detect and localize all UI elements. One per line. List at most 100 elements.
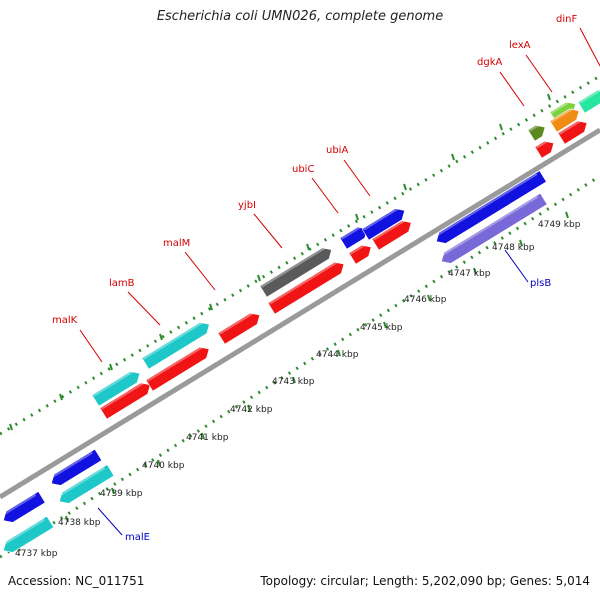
tick-label-4749: 4749 kbp [538,220,581,230]
gene-yjbI-feature-shape [267,261,345,315]
leader-line-malE [97,507,123,536]
gene-plsB-reverse-lavender-shape [441,192,548,264]
guide-tick-mark [427,294,431,302]
gene-dgkA-upper-feature-shape [527,124,546,142]
gene-plsB-reverse-lavender-highlight [439,195,539,258]
gene-left-reverse-blue-shape [3,491,46,523]
gene-ubiC-feature [348,244,372,265]
leader-line-ubiA [343,159,371,197]
genome-summary-text: Topology: circular; Length: 5,202,090 bp… [260,574,590,588]
guide-tick-mark [306,243,310,251]
leader-line-dgkA [499,71,525,107]
gene-lexA-upper-feature-highlight [551,100,571,114]
gene-ubiC-upper-feature-highlight [341,225,362,240]
tick-label-4742: 4742 kbp [230,405,273,415]
gene-ubiA-feature [371,219,412,251]
gene-dinF-upper-feature-shape [577,89,600,114]
tick-label-4739: 4739 kbp [100,489,143,499]
guide-tick-mark [547,93,551,101]
tick-label-4746: 4746 kbp [404,295,447,305]
gene-ubiA-feature-shape [371,220,412,251]
guide-tick-mark [257,274,261,282]
gene-lamB-feature-shape [145,346,210,392]
tick-label-4741: 4741 kbp [186,433,229,443]
gene-ubiC-feature-highlight [350,244,366,255]
gene-lexA-mid-feature-shape [549,108,580,133]
gene-ubiC-feature-shape [348,244,372,265]
gene-left-reverse-cyan [1,515,55,553]
gene-malE-reverse-cyan-highlight [57,467,106,498]
gene-lamB-feature [145,345,210,392]
gene-left-reverse-cyan-highlight [1,518,45,547]
gene-left-reverse-blue-highlight [1,494,37,517]
gene-label-ubiC: ubiC [292,164,314,175]
gene-malK-upper-feature-highlight [93,370,135,397]
accession-text: Accession: NC_011751 [8,574,145,588]
gene-lexA-feature-shape [557,120,588,145]
gene-lamB-upper-feature [141,321,210,370]
gene-dgkA-feature-highlight [536,140,549,149]
gene-yjbI-upper-feature [259,246,332,298]
gene-plsB-reverse-lavender [439,192,548,264]
gene-plsB-reverse-blue [434,170,547,244]
gene-label-lexA: lexA [509,40,531,51]
leader-line-ubiC [311,177,339,214]
dotted-guide-lines [0,74,600,559]
gene-yjbI-upper-feature-highlight [261,246,327,288]
map-title: Escherichia coli UMN026, complete genome [156,9,444,24]
leader-line-plsB [504,249,529,283]
tick-label-4744: 4744 kbp [316,350,359,360]
guide-tick-mark [9,423,13,431]
lower-guide-dots [0,174,600,559]
gene-features [1,88,600,553]
gene-lamB-upper-feature-shape [141,322,210,370]
leader-line-malK [79,329,103,363]
gene-yjbI-upper-feature-shape [259,247,332,298]
gene-yjbI-feature-highlight [269,261,339,305]
gene-malE-reverse-cyan-shape [59,464,115,504]
guide-tick-mark [157,459,161,467]
gene-dgkA-upper-feature-highlight [529,124,540,132]
gene-label-malK: malK [52,315,78,326]
position-tick-labels: 4737 kbp 4738 kbp 4739 kbp 4740 kbp 4741 kbp… [15,220,581,559]
gene-label-dinF: dinF [556,14,577,25]
gene-ubiA-upper-feature-highlight [363,207,400,231]
gene-ubiA-upper-feature-shape [361,208,405,241]
leader-line-malM [184,251,216,291]
guide-tick-mark [355,213,359,221]
gene-plsB-reverse-blue-highlight [434,173,538,238]
leader-line-yjbI [253,213,283,249]
gene-label-yjbI: yjbI [238,200,256,211]
guide-tick-mark [209,303,213,311]
gene-labels: malK lamB malM yjbI ubiC ubiA dgkA lexA dinF malE… [52,14,600,543]
gene-lexA-feature-highlight [559,119,582,135]
genome-backbone [0,127,600,500]
tick-label-4745: 4745 kbp [360,323,403,333]
guide-tick-mark [565,211,569,219]
gene-left-reverse-cyan-shape [3,515,55,553]
guide-tick-mark [159,333,163,341]
gene-dinF-upper-feature [577,88,600,114]
gene-left-reverse-blue [1,491,46,523]
guide-tick-mark [383,321,387,329]
guide-tick-mark [111,487,115,495]
leader-line-lexA [525,54,553,93]
tick-label-4748: 4748 kbp [492,243,535,253]
tick-label-4747: 4747 kbp [448,269,491,279]
gene-malM-feature [217,312,261,345]
tick-label-4737: 4737 kbp [15,549,58,559]
guide-tick-mark [499,123,503,131]
guide-tick-mark [65,515,69,523]
gene-dgkA-upper-feature [527,124,546,142]
gene-malE-reverse-cyan [57,464,115,504]
tick-label-4743: 4743 kbp [272,377,315,387]
gene-dgkA-feature-shape [534,140,555,159]
tick-label-4740: 4740 kbp [142,461,185,471]
backbone-line [0,127,600,500]
tick-label-4738: 4738 kbp [58,518,101,528]
gene-lexA-mid-feature-highlight [551,107,574,123]
gene-plsB-reverse-blue-shape [436,170,547,244]
gene-malE-reverse-blue [49,448,103,486]
gene-lamB-upper-feature-highlight [143,321,204,360]
